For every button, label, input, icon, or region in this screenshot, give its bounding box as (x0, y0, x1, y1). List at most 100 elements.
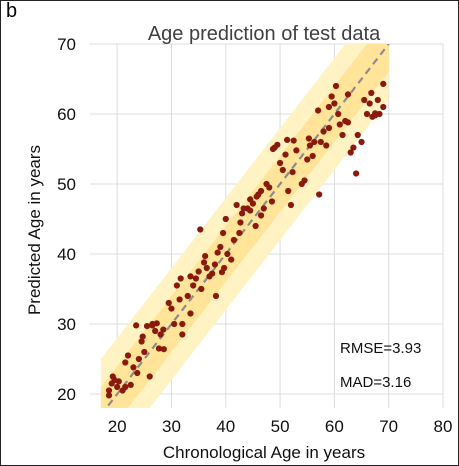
scatter-point (257, 212, 265, 219)
scatter-point (160, 346, 167, 353)
y-axis-label: Predicted Age in years (25, 145, 44, 315)
scatter-point (209, 270, 216, 277)
scatter-point (122, 383, 129, 391)
chart-title: Age prediction of test data (148, 23, 381, 45)
x-axis-label: Chronological Age in years (163, 443, 365, 462)
scatter-point (224, 250, 231, 258)
scatter-point (328, 93, 335, 100)
scatter-point (247, 207, 254, 214)
scatter-point (115, 378, 122, 385)
scatter-point (336, 121, 343, 128)
x-tick-label: 60 (325, 417, 344, 436)
scatter-point (276, 159, 284, 167)
scatter-point (114, 383, 121, 391)
scatter-point (134, 369, 141, 377)
scatter-point (323, 142, 330, 149)
scatter-point (368, 89, 375, 97)
scatter-point (230, 236, 238, 244)
x-tick-label: 80 (434, 417, 453, 436)
scatter-point (203, 264, 210, 272)
x-tick-label: 40 (216, 417, 235, 436)
y-tick-label: 70 (57, 35, 76, 54)
scatter-point (133, 322, 140, 329)
scatter-point (198, 285, 205, 293)
x-tick-labels: 20 30 40 50 60 70 80 (108, 417, 453, 436)
scatter-point (202, 253, 209, 260)
scatter-point (260, 205, 267, 212)
scatter-point (195, 268, 202, 275)
scatter-point (354, 131, 361, 139)
x-tick-label: 20 (108, 417, 127, 436)
scatter-point (274, 141, 281, 148)
scatter-point (304, 156, 311, 163)
identity-line (104, 44, 390, 408)
scatter-point (290, 137, 297, 144)
scatter-point (344, 91, 352, 98)
scatter-point (184, 292, 191, 300)
scatter-point (152, 327, 159, 335)
scatter-point (305, 135, 312, 142)
scatter-point (160, 326, 167, 333)
scatter-point (221, 264, 228, 272)
scatter-point (165, 299, 172, 307)
scatter-point (358, 138, 365, 146)
y-tick-labels: 20 30 40 50 60 70 (57, 35, 76, 404)
scatter-point (301, 177, 308, 184)
scatter-point (268, 198, 276, 205)
y-tick-label: 50 (57, 175, 76, 194)
scatter-point (135, 355, 142, 363)
scatter-point (157, 331, 164, 338)
scatter-point (257, 187, 265, 195)
scatter-point (187, 310, 194, 317)
scatter-point (214, 249, 221, 256)
scatter-point (372, 112, 379, 119)
scatter-point (311, 138, 318, 146)
scatter-point (380, 103, 387, 111)
mad-annotation: MAD=3.16 (340, 374, 411, 391)
scatter-point (105, 392, 113, 399)
panel-label: b (6, 0, 18, 22)
scatter-point (171, 320, 178, 328)
y-tick-label: 30 (57, 315, 76, 334)
scatter-point (211, 261, 219, 268)
scatter-point (293, 147, 300, 154)
scatter-point (130, 364, 137, 371)
scatter-point (325, 103, 333, 111)
x-tick-label: 50 (271, 417, 290, 436)
scatter-point (350, 144, 357, 151)
scatter-point (127, 381, 134, 388)
scatter-point (361, 96, 368, 104)
scatter-point (332, 82, 340, 90)
scatter-point (314, 107, 322, 114)
scatter-point (335, 110, 342, 118)
x-tick-label: 30 (162, 417, 181, 436)
scatter-point (285, 187, 292, 195)
scatter-point (236, 229, 243, 237)
scatter-point (138, 338, 145, 345)
scatter-point (168, 305, 175, 312)
scatter-point (309, 152, 316, 160)
scatter-point (363, 110, 371, 118)
scatter-point (197, 226, 204, 233)
scatter-point (287, 201, 295, 209)
scatter-point (366, 100, 373, 107)
scatter-point (306, 142, 314, 149)
scatter-point (233, 201, 240, 209)
scatter-point (176, 296, 183, 303)
scatter-point (325, 124, 333, 132)
scatter-point (192, 275, 199, 282)
scatter-point (279, 166, 286, 174)
rmse-annotation: RMSE=3.93 (340, 340, 421, 357)
scatter-point (374, 96, 381, 104)
scatter-point (217, 243, 224, 251)
scatter-point (177, 275, 184, 282)
scatter-point (238, 210, 246, 217)
scatter-point (344, 119, 352, 126)
y-tick-label: 40 (57, 245, 76, 264)
scatter-point (155, 345, 163, 352)
scatter-point (252, 222, 259, 230)
y-tick-label: 20 (57, 385, 76, 404)
scatter-point (266, 184, 273, 191)
scatter-point (380, 80, 387, 87)
